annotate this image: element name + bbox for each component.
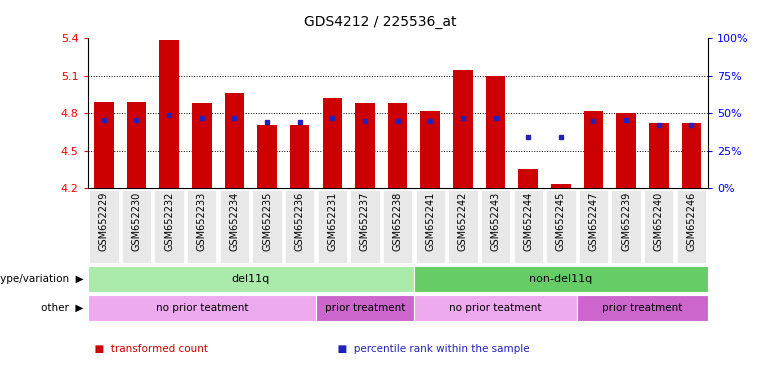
Bar: [94, 102, 113, 188]
Bar: [290, 124, 310, 188]
Text: genotype/variation  ▶: genotype/variation ▶: [0, 274, 84, 285]
Text: GSM652232: GSM652232: [164, 192, 174, 252]
Bar: [616, 113, 636, 188]
Bar: [224, 93, 244, 188]
FancyBboxPatch shape: [88, 295, 316, 321]
Bar: [192, 103, 212, 188]
Text: GSM652230: GSM652230: [132, 192, 142, 251]
FancyBboxPatch shape: [316, 295, 414, 321]
Bar: [551, 184, 571, 188]
FancyBboxPatch shape: [285, 190, 314, 263]
Text: GSM652246: GSM652246: [686, 192, 696, 251]
Text: GSM652245: GSM652245: [556, 192, 566, 252]
Text: GSM652231: GSM652231: [327, 192, 337, 251]
Text: GSM652237: GSM652237: [360, 192, 370, 252]
Text: ■  percentile rank within the sample: ■ percentile rank within the sample: [331, 344, 530, 354]
Text: GSM652233: GSM652233: [197, 192, 207, 251]
FancyBboxPatch shape: [611, 190, 641, 263]
Bar: [388, 103, 407, 188]
FancyBboxPatch shape: [677, 190, 706, 263]
Text: ■  transformed count: ■ transformed count: [88, 344, 208, 354]
Text: GSM652241: GSM652241: [425, 192, 435, 251]
Text: GDS4212 / 225536_at: GDS4212 / 225536_at: [304, 15, 457, 29]
FancyBboxPatch shape: [122, 190, 151, 263]
Text: del11q: del11q: [231, 274, 270, 285]
Bar: [355, 103, 374, 188]
Bar: [323, 98, 342, 188]
Text: prior treatment: prior treatment: [325, 303, 405, 313]
FancyBboxPatch shape: [514, 190, 543, 263]
Bar: [453, 70, 473, 188]
Text: no prior teatment: no prior teatment: [449, 303, 542, 313]
Text: GSM652244: GSM652244: [524, 192, 533, 251]
Text: prior treatment: prior treatment: [602, 303, 683, 313]
FancyBboxPatch shape: [546, 190, 575, 263]
Text: GSM652236: GSM652236: [295, 192, 304, 251]
FancyBboxPatch shape: [317, 190, 347, 263]
Text: GSM652229: GSM652229: [99, 192, 109, 252]
FancyBboxPatch shape: [220, 190, 249, 263]
FancyBboxPatch shape: [414, 266, 708, 292]
Text: GSM652240: GSM652240: [654, 192, 664, 251]
FancyBboxPatch shape: [414, 295, 577, 321]
Bar: [126, 102, 146, 188]
FancyBboxPatch shape: [253, 190, 282, 263]
FancyBboxPatch shape: [89, 190, 119, 263]
FancyBboxPatch shape: [448, 190, 478, 263]
Text: GSM652247: GSM652247: [588, 192, 598, 252]
Text: GSM652239: GSM652239: [621, 192, 631, 251]
Text: GSM652235: GSM652235: [262, 192, 272, 252]
Bar: [584, 111, 603, 188]
Text: GSM652234: GSM652234: [229, 192, 240, 251]
FancyBboxPatch shape: [383, 190, 412, 263]
Bar: [421, 111, 440, 188]
Text: GSM652242: GSM652242: [458, 192, 468, 252]
Text: other  ▶: other ▶: [41, 303, 84, 313]
FancyBboxPatch shape: [154, 190, 184, 263]
Bar: [649, 123, 669, 188]
Bar: [159, 40, 179, 188]
Text: no prior teatment: no prior teatment: [155, 303, 248, 313]
FancyBboxPatch shape: [416, 190, 445, 263]
FancyBboxPatch shape: [88, 266, 414, 292]
FancyBboxPatch shape: [577, 295, 708, 321]
Text: GSM652243: GSM652243: [491, 192, 501, 251]
Text: non-del11q: non-del11q: [529, 274, 593, 285]
Bar: [257, 124, 277, 188]
FancyBboxPatch shape: [350, 190, 380, 263]
Bar: [486, 76, 505, 188]
Bar: [682, 123, 701, 188]
FancyBboxPatch shape: [644, 190, 673, 263]
FancyBboxPatch shape: [187, 190, 216, 263]
Text: GSM652238: GSM652238: [393, 192, 403, 251]
FancyBboxPatch shape: [481, 190, 510, 263]
FancyBboxPatch shape: [579, 190, 608, 263]
Bar: [518, 169, 538, 188]
